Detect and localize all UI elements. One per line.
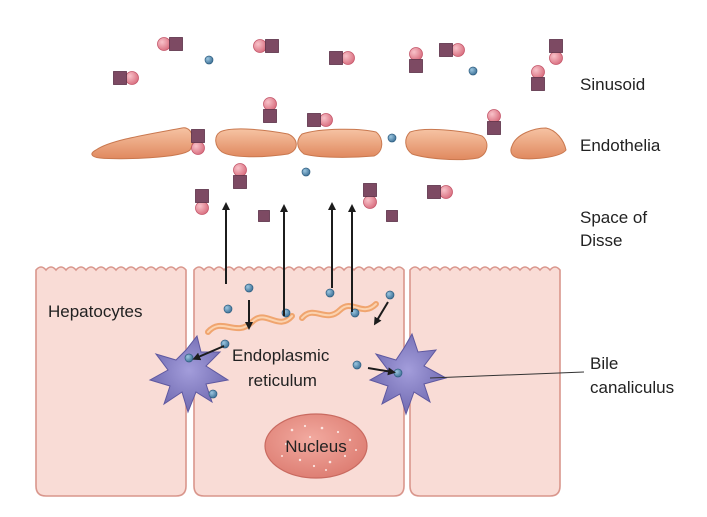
square-circle-molecule-icon bbox=[253, 39, 279, 53]
square-molecule-icon bbox=[195, 189, 209, 203]
label-endoplasmic-reticulum-line2: reticulum bbox=[248, 371, 317, 390]
blue-dot-icon bbox=[393, 368, 403, 378]
label-sinusoid: Sinusoid bbox=[580, 75, 645, 94]
circle-molecule-icon bbox=[319, 113, 333, 127]
blue-dot-icon bbox=[204, 55, 214, 65]
label-bile-canaliculus-line1: Bile bbox=[590, 354, 618, 373]
square-circle-molecule-icon bbox=[487, 109, 501, 135]
square-molecule-icon bbox=[258, 210, 270, 222]
hepatocyte-left bbox=[35, 266, 187, 497]
nucleus-speckles bbox=[281, 424, 357, 471]
bile-canaliculus-leader-line bbox=[429, 371, 585, 379]
circle-molecule-icon bbox=[195, 201, 209, 215]
blue-dot-icon bbox=[352, 360, 362, 370]
blue-dot-icon bbox=[385, 290, 395, 300]
square-circle-molecule-icon bbox=[439, 43, 465, 57]
circle-molecule-icon bbox=[363, 195, 377, 209]
square-circle-molecule-icon bbox=[113, 71, 139, 85]
uptake-arrow-2 bbox=[373, 301, 389, 326]
square-molecule-icon bbox=[263, 109, 277, 123]
circle-molecule-icon bbox=[233, 163, 247, 177]
circle-molecule-icon bbox=[125, 71, 139, 85]
square-molecule-icon bbox=[233, 175, 247, 189]
label-nucleus: Nucleus bbox=[285, 437, 346, 456]
square-circle-molecule-icon bbox=[157, 37, 183, 51]
square-molecule-icon bbox=[307, 113, 321, 127]
endothelium-5 bbox=[510, 127, 567, 160]
bile-canaliculus-right bbox=[368, 332, 448, 416]
circle-molecule-icon bbox=[157, 37, 171, 51]
square-molecule-icon bbox=[531, 77, 545, 91]
endothelial-cells bbox=[91, 127, 567, 161]
square-molecule-icon bbox=[487, 121, 501, 135]
label-endoplasmic-reticulum-line1: Endoplasmic bbox=[232, 346, 330, 365]
square-molecule-icon bbox=[549, 39, 563, 53]
square-molecule-icon bbox=[169, 37, 183, 51]
square-circle-molecule-icon bbox=[409, 47, 423, 73]
blue-dot-icon bbox=[223, 304, 233, 314]
blue-dot-icon bbox=[244, 283, 254, 293]
label-space-of-disse-line1: Space of bbox=[580, 208, 647, 227]
blue-dot-icon bbox=[208, 389, 218, 399]
circle-molecule-icon bbox=[341, 51, 355, 65]
circle-molecule-icon bbox=[531, 65, 545, 79]
endothelium-4 bbox=[405, 128, 488, 161]
blue-dot-icon bbox=[468, 66, 478, 76]
circle-molecule-icon bbox=[409, 47, 423, 61]
square-circle-molecule-icon bbox=[263, 97, 277, 123]
label-hepatocytes: Hepatocytes bbox=[48, 302, 143, 321]
canalicular-arrow-left bbox=[192, 345, 225, 361]
molecules bbox=[113, 37, 563, 222]
label-space-of-disse-line2: Disse bbox=[580, 231, 623, 250]
free-molecules bbox=[184, 55, 478, 399]
square-molecule-icon bbox=[329, 51, 343, 65]
square-circle-molecule-icon bbox=[549, 39, 563, 65]
square-circle-molecule-icon bbox=[195, 189, 209, 215]
canalicular-arrow-right bbox=[367, 367, 396, 376]
square-circle-molecule-icon bbox=[363, 183, 377, 209]
transport-arrows bbox=[192, 202, 396, 376]
circle-molecule-icon bbox=[451, 43, 465, 57]
blue-dot-icon bbox=[184, 353, 194, 363]
square-molecule-icon bbox=[363, 183, 377, 197]
endothelium-3 bbox=[297, 128, 383, 158]
circle-molecule-icon bbox=[549, 51, 563, 65]
blue-dot-icon bbox=[387, 133, 397, 143]
square-molecule-icon bbox=[386, 210, 398, 222]
square-circle-molecule-icon bbox=[233, 163, 247, 189]
blue-dot-icon bbox=[325, 288, 335, 298]
circle-molecule-icon bbox=[487, 109, 501, 123]
square-molecule-icon bbox=[265, 39, 279, 53]
hepatocyte-right bbox=[409, 266, 561, 497]
blue-dot-icon bbox=[301, 167, 311, 177]
square-circle-molecule-icon bbox=[191, 129, 205, 155]
square-molecule-icon bbox=[113, 71, 127, 85]
circle-molecule-icon bbox=[439, 185, 453, 199]
square-molecule-icon bbox=[191, 129, 205, 143]
nucleus bbox=[264, 413, 368, 479]
square-circle-molecule-icon bbox=[427, 185, 453, 199]
bile-canaliculus-left bbox=[148, 334, 230, 414]
circle-molecule-icon bbox=[253, 39, 267, 53]
square-molecule-icon bbox=[409, 59, 423, 73]
label-bile-canaliculus-line2: canaliculus bbox=[590, 378, 674, 397]
square-circle-molecule-icon bbox=[307, 113, 333, 127]
square-molecule-icon bbox=[439, 43, 453, 57]
square-circle-molecule-icon bbox=[531, 65, 545, 91]
circle-molecule-icon bbox=[191, 141, 205, 155]
circle-molecule-icon bbox=[263, 97, 277, 111]
label-endothelia: Endothelia bbox=[580, 136, 661, 155]
endothelium-2 bbox=[215, 128, 297, 158]
endothelium-1 bbox=[91, 127, 194, 160]
square-molecule-icon bbox=[427, 185, 441, 199]
square-circle-molecule-icon bbox=[329, 51, 355, 65]
